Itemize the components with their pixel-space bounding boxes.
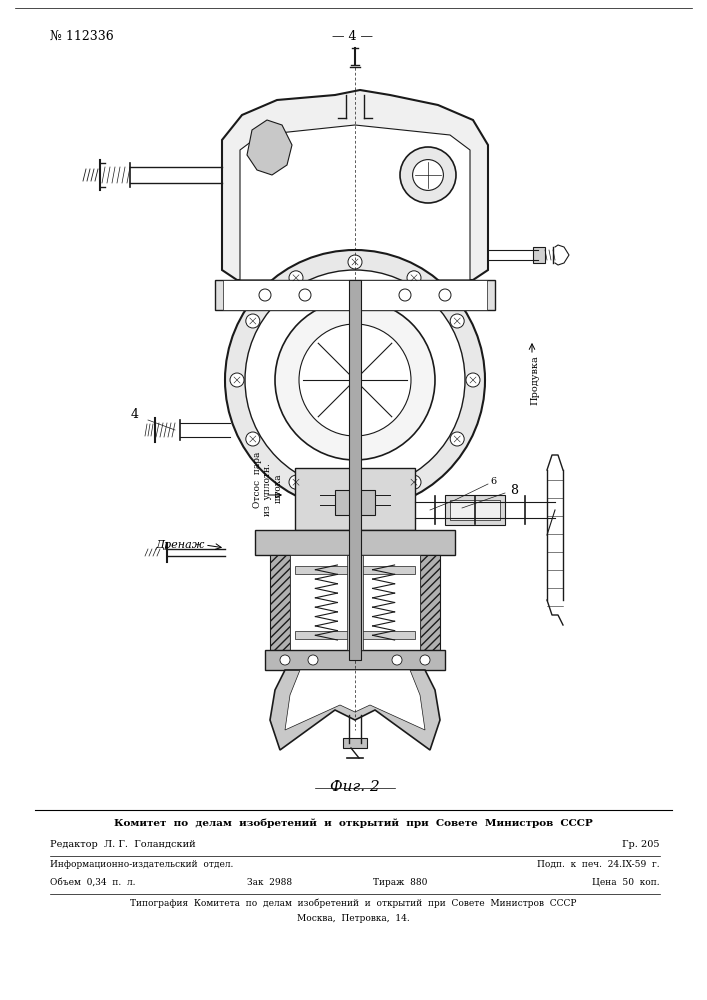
Text: Отсос  пара: Отсос пара (254, 452, 262, 508)
Text: Тираж  880: Тираж 880 (373, 878, 427, 887)
Bar (265, 650, 445, 670)
Circle shape (450, 432, 464, 446)
Circle shape (407, 271, 421, 285)
Circle shape (299, 289, 311, 301)
Text: № 112336: № 112336 (50, 30, 114, 43)
Circle shape (289, 475, 303, 489)
Circle shape (420, 655, 430, 665)
Text: Комитет  по  делам  изобретений  и  открытий  при  Совете  Министров  СССР: Комитет по делам изобретений и открытий … (114, 818, 592, 828)
Text: Информационно-издательский  отдел.: Информационно-издательский отдел. (50, 860, 233, 869)
Text: из  уплотн.: из уплотн. (264, 464, 272, 516)
Circle shape (407, 475, 421, 489)
Text: Зак  2988: Зак 2988 (247, 878, 293, 887)
Polygon shape (240, 125, 470, 280)
Circle shape (299, 324, 411, 436)
Circle shape (450, 314, 464, 328)
Bar (445, 495, 505, 525)
Bar (270, 555, 290, 650)
Circle shape (266, 282, 278, 294)
Text: Фиг. 2: Фиг. 2 (330, 780, 380, 794)
Text: Гр. 205: Гр. 205 (622, 840, 660, 849)
Circle shape (225, 250, 485, 510)
Circle shape (275, 300, 435, 460)
Text: Объем  0,34  п.  л.: Объем 0,34 п. л. (50, 878, 136, 887)
Text: Продувка: Продувка (530, 355, 539, 405)
Text: штока: штока (274, 473, 283, 503)
Circle shape (245, 270, 465, 490)
Text: 8: 8 (510, 484, 518, 496)
Polygon shape (285, 670, 425, 730)
Bar (295, 566, 415, 574)
Circle shape (399, 289, 411, 301)
Circle shape (462, 282, 474, 294)
Circle shape (400, 147, 456, 203)
Circle shape (392, 655, 402, 665)
Circle shape (259, 289, 271, 301)
Circle shape (289, 271, 303, 285)
Bar (533, 247, 545, 263)
Bar (347, 555, 363, 650)
Circle shape (230, 373, 244, 387)
Text: 6: 6 (490, 477, 496, 486)
Circle shape (348, 255, 362, 269)
Bar (335, 490, 375, 515)
Circle shape (466, 373, 480, 387)
Bar (450, 500, 500, 520)
Text: 4: 4 (131, 408, 139, 422)
Text: Подп.  к  печ.  24.IX-59  г.: Подп. к печ. 24.IX-59 г. (537, 860, 660, 869)
Polygon shape (222, 90, 488, 280)
Text: Редактор  Л. Г.  Голандский: Редактор Л. Г. Голандский (50, 840, 196, 849)
Circle shape (439, 289, 451, 301)
Circle shape (236, 282, 248, 294)
Circle shape (348, 491, 362, 505)
Text: Типография  Комитета  по  делам  изобретений  и  открытий  при  Совете  Министро: Типография Комитета по делам изобретений… (130, 898, 576, 908)
Bar (420, 555, 440, 650)
Bar (343, 738, 367, 748)
Bar (295, 468, 415, 530)
Text: Дренаж: Дренаж (155, 540, 204, 550)
Circle shape (432, 282, 444, 294)
Circle shape (413, 160, 443, 190)
Circle shape (308, 655, 318, 665)
Circle shape (246, 314, 259, 328)
Bar (215, 280, 495, 310)
Circle shape (246, 432, 259, 446)
Polygon shape (270, 670, 440, 750)
Polygon shape (247, 120, 292, 175)
Text: — 4 —: — 4 — (332, 30, 373, 43)
Bar (295, 631, 415, 639)
Bar (223, 280, 487, 310)
Circle shape (280, 655, 290, 665)
Text: Цена  50  коп.: Цена 50 коп. (592, 878, 660, 887)
Bar (349, 280, 361, 660)
Text: Москва,  Петровка,  14.: Москва, Петровка, 14. (297, 914, 409, 923)
Bar (290, 555, 420, 650)
Bar (255, 530, 455, 555)
